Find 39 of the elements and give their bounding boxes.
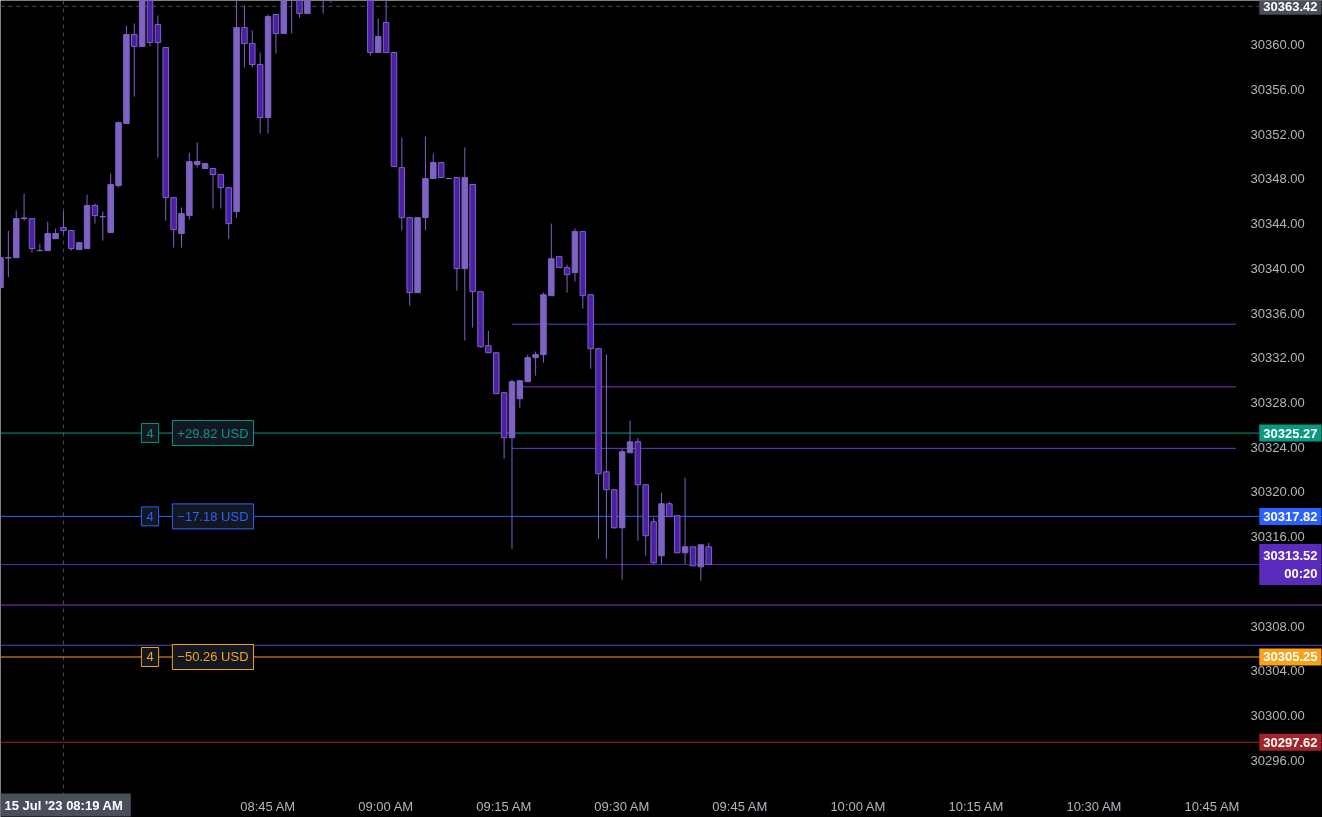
y-tick-label: 30336.00 — [1250, 305, 1305, 321]
x-tick-label: 10:30 AM — [1066, 798, 1122, 814]
x-tick-label: 08:45 AM — [240, 798, 296, 814]
y-tick-label: 30356.00 — [1250, 81, 1305, 97]
x-tick-label: 10:00 AM — [830, 798, 886, 814]
ref-line-label: 30313.52 00:20 — [1263, 547, 1318, 581]
x-tick-label: 09:15 AM — [476, 798, 532, 814]
ref-line-label: 30363.42 — [1263, 0, 1318, 14]
x-tick-label: 10:15 AM — [948, 798, 1004, 814]
annotation: +29.82 USD — [177, 425, 249, 441]
x-tick-label: 09:45 AM — [712, 798, 768, 814]
ref-line-label: 15 Jul '23 08:19 AM — [4, 797, 123, 813]
ref-line-label: 30325.27 — [1263, 425, 1318, 441]
annotation: −50.26 USD — [177, 649, 249, 665]
y-tick-label: 30324.00 — [1250, 439, 1305, 455]
x-tick-label: 09:30 AM — [594, 798, 650, 814]
y-tick-label: 30308.00 — [1250, 618, 1305, 634]
annotation: 4 — [146, 508, 154, 524]
y-tick-label: 30296.00 — [1250, 752, 1305, 768]
y-tick-label: 30316.00 — [1250, 529, 1305, 545]
y-tick-label: 30320.00 — [1250, 484, 1305, 500]
y-tick-label: 30340.00 — [1250, 260, 1305, 276]
annotation: 4 — [146, 649, 154, 665]
x-tick-label: 09:00 AM — [358, 798, 414, 814]
y-tick-label: 30332.00 — [1250, 350, 1305, 366]
candlestick — [91, 203, 99, 225]
y-tick-label: 30352.00 — [1250, 126, 1305, 142]
y-tick-label: 30344.00 — [1250, 216, 1305, 232]
annotation: −17.18 USD — [177, 508, 249, 524]
ref-line-label: 30317.82 — [1263, 508, 1318, 524]
y-tick-label: 30360.00 — [1250, 37, 1305, 53]
y-tick-label: 30328.00 — [1250, 395, 1305, 411]
y-tick-label: 30300.00 — [1250, 708, 1305, 724]
y-tick-label: 30304.00 — [1250, 663, 1305, 679]
x-tick-label: 10:45 AM — [1184, 798, 1240, 814]
y-tick-label: 30348.00 — [1250, 171, 1305, 187]
ref-line-label: 30297.62 — [1263, 734, 1318, 750]
annotation: 4 — [146, 425, 154, 441]
ref-line-label: 30305.25 — [1263, 649, 1318, 665]
